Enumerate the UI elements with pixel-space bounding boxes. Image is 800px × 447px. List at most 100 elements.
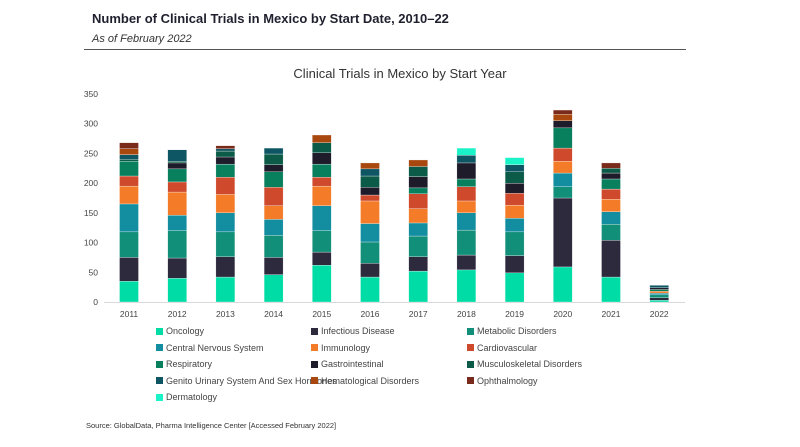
bar-segment-oncology-2016 [360, 276, 380, 303]
bar-segment-dermatology-2018 [456, 147, 477, 156]
legend-item: Infectious Disease [311, 326, 395, 336]
bar-segment-cardiovascular-2019 [504, 193, 525, 206]
bar-segment-dermatology-2019 [504, 157, 525, 165]
bar-segment-ophthalmology-2011 [119, 142, 139, 149]
bar-segment-gastrointestinal-2018 [456, 162, 477, 180]
legend-label: Genito Urinary System And Sex Hormones [166, 375, 337, 386]
bar-segment-ophthalmology-2021 [601, 162, 621, 169]
bar-segment-infectious-disease-2011 [119, 257, 139, 282]
bar-segment-gastrointestinal-2019 [504, 182, 525, 194]
legend-item: Ophthalmology [467, 376, 538, 386]
bar-segment-respiratory-2012 [167, 168, 187, 183]
legend-swatch [467, 377, 474, 384]
bar-segment-musculoskeletal-disorders-2019 [504, 171, 525, 184]
x-axis: 2011 2012 2013 2014 2015 2016 2017 2018 2019 2020… [120, 309, 669, 319]
bar-segment-metabolic-disorders-2013 [215, 231, 236, 257]
bar-segment-respiratory-2015 [312, 163, 332, 178]
bar-segment-metabolic-disorders-2016 [360, 241, 380, 264]
bar-segment-gastrointestinal-2012 [167, 162, 187, 170]
legend-label: Musculoskeletal Disorders [477, 359, 583, 369]
bar-segment-infectious-disease-2012 [167, 257, 187, 279]
bar-segment-ophthalmology-2013 [215, 145, 236, 149]
legend-item: Hematological Disorders [311, 376, 419, 386]
bar-segment-central-nervous-system-2021 [601, 211, 621, 225]
bar-segment-hematological-disorders-2017 [408, 159, 428, 167]
legend-item: Cardiovascular [467, 343, 537, 353]
legend-swatch [311, 344, 318, 351]
bar-segment-infectious-disease-2016 [360, 263, 380, 278]
bar-segment-infectious-disease-2017 [408, 256, 428, 272]
bar-segment-musculoskeletal-disorders-2015 [312, 142, 332, 153]
legend-label: Respiratory [166, 359, 213, 369]
bar-segment-genito-urinary-system-and-sex-hormones-2019 [504, 164, 525, 173]
y-tick-label: 350 [84, 89, 98, 99]
bar-segment-infectious-disease-2018 [456, 254, 477, 271]
legend-swatch [311, 360, 318, 368]
bar-segment-immunology-2012 [167, 191, 187, 216]
legend-label: Oncology [166, 326, 205, 336]
legend-label: Cardiovascular [477, 342, 538, 353]
legend-label: Dermatology [166, 392, 218, 402]
bar-segment-central-nervous-system-2013 [215, 212, 236, 233]
legend-swatch [467, 360, 474, 368]
bar-segment-immunology-2020 [553, 161, 573, 174]
legend-label: Infectious Disease [321, 326, 395, 336]
x-tick-label: 2011 [120, 309, 139, 319]
legend-item: Oncology [156, 326, 204, 336]
bar-segment-central-nervous-system-2014 [263, 219, 284, 236]
bar-segment-central-nervous-system-2022 [649, 292, 669, 296]
bar-segment-musculoskeletal-disorders-2021 [601, 168, 621, 174]
bar-segment-immunology-2019 [504, 204, 525, 219]
bar-segment-gastrointestinal-2014 [263, 164, 284, 173]
legend-label: Metabolic Disorders [477, 326, 557, 336]
legend-label: Immunology [321, 342, 371, 353]
legend-swatch [156, 393, 163, 401]
legend-item: Metabolic Disorders [467, 326, 557, 336]
legend-label: Ophthalmology [477, 375, 538, 386]
bar-segment-metabolic-disorders-2017 [408, 235, 428, 257]
bar-segment-oncology-2011 [119, 281, 139, 303]
bar-segment-genito-urinary-system-and-sex-hormones-2011 [119, 154, 139, 160]
bar-segment-gastrointestinal-2020 [553, 120, 573, 129]
legend-swatch [156, 377, 163, 384]
bar-segment-metabolic-disorders-2019 [504, 231, 525, 256]
bar-segment-oncology-2022 [649, 300, 669, 303]
legend-label: Gastrointestinal [321, 359, 384, 369]
bar-segment-cardiovascular-2016 [360, 194, 380, 202]
y-tick-label: 100 [84, 238, 98, 248]
bar-segment-metabolic-disorders-2012 [167, 230, 187, 259]
legend-swatch [467, 327, 474, 335]
bar-segment-genito-urinary-system-and-sex-hormones-2014 [263, 147, 284, 155]
bar-segment-hematological-disorders-2020 [553, 114, 573, 121]
bar-segment-immunology-2022 [649, 291, 669, 294]
y-tick-label: 150 [84, 208, 98, 218]
x-tick-label: 2013 [216, 309, 235, 319]
bar-segment-cardiovascular-2017 [408, 193, 428, 209]
bar-segment-central-nervous-system-2011 [119, 203, 139, 233]
bar-segment-gastrointestinal-2016 [360, 187, 380, 196]
legend-swatch [467, 344, 474, 351]
bar-segment-respiratory-2018 [456, 178, 477, 187]
source-note: Source: GlobalData, Pharma Intelligence … [86, 421, 337, 430]
bar-segment-oncology-2019 [504, 272, 525, 303]
bar-segment-infectious-disease-2019 [504, 255, 525, 274]
bar-segment-gastrointestinal-2013 [215, 156, 236, 165]
bar-segment-genito-urinary-system-and-sex-hormones-2018 [456, 155, 477, 164]
x-tick-label: 2012 [168, 309, 187, 319]
bar-segment-central-nervous-system-2012 [167, 215, 187, 231]
bar-segment-oncology-2021 [601, 276, 621, 303]
bar-segment-genito-urinary-system-and-sex-hormones-2022 [649, 285, 669, 288]
legend-item: Gastrointestinal [311, 359, 384, 369]
legend-label: Hematological Disorders [321, 375, 420, 386]
legend-label: Central Nervous System [166, 342, 264, 353]
bar-segment-immunology-2015 [312, 185, 332, 206]
bar-segment-musculoskeletal-disorders-2016 [360, 175, 380, 188]
bar-segment-cardiovascular-2012 [167, 181, 187, 193]
legend-swatch [156, 327, 163, 335]
bar-segment-infectious-disease-2014 [263, 257, 284, 275]
bar-segment-respiratory-2021 [601, 178, 621, 190]
bar-segment-respiratory-2011 [119, 161, 139, 177]
legend-swatch [156, 344, 163, 351]
bar-segment-central-nervous-system-2020 [553, 172, 573, 187]
bar-segment-oncology-2020 [553, 266, 573, 303]
